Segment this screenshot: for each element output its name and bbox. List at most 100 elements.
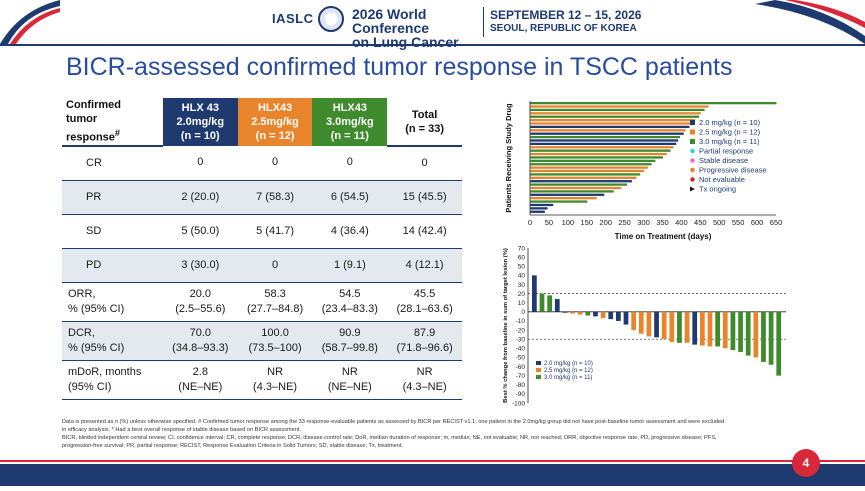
cell-ci: (4.3–NE)	[253, 380, 298, 393]
swimmer-x-tick: 150	[581, 218, 594, 227]
waterfall-bar	[730, 311, 736, 351]
swimmer-bar	[530, 180, 632, 183]
legend-label: 3.0 mg/kg (n = 11)	[699, 137, 760, 146]
swimmer-x-tick: 0	[528, 218, 532, 227]
waterfall-y-tick: 30	[518, 282, 526, 289]
swimmer-x-tick: 400	[675, 218, 688, 227]
swimmer-x-tick: 550	[732, 218, 745, 227]
header-line: 3.0mg/kg	[325, 116, 374, 128]
waterfall-bar	[539, 293, 545, 312]
legend-label: 2.5 mg/kg (n = 12)	[699, 128, 761, 137]
waterfall-bar	[646, 311, 652, 337]
waterfall-bar	[623, 311, 629, 325]
waterfall-bar	[745, 311, 751, 356]
row-label: ORR, % (95% CI)	[62, 282, 163, 322]
swimmer-x-label: Time on Treatment (days)	[615, 232, 712, 241]
row-label: mDoR, months (95% CI)	[62, 360, 163, 400]
waterfall-bar	[753, 311, 759, 358]
header-line: 2.5mg/kg	[251, 116, 299, 128]
table-row: CR 0 0 0 0	[62, 146, 462, 181]
swimmer-bar	[530, 149, 671, 152]
table-cell: 5 (50.0)	[162, 214, 238, 249]
footer-pattern	[0, 460, 865, 486]
legend-label: 2.0 mg/kg (n = 10)	[699, 118, 761, 127]
waterfall-bar	[761, 311, 766, 362]
legend-marker	[690, 177, 695, 182]
waterfall-bar	[585, 311, 591, 316]
swimmer-bar	[530, 163, 652, 166]
swimmer-bar	[530, 169, 645, 173]
waterfall-y-tick: 10	[518, 300, 526, 307]
table-cell: 7 (58.3)	[237, 180, 313, 215]
header-dose-2-5: HLX43 2.5mg/kg (n = 12)	[237, 98, 313, 146]
table-cell: 70.0 (34.8–93.3)	[162, 321, 238, 361]
waterfall-y-label: Best % change from baseline in sum of ta…	[503, 248, 509, 403]
row-label: DCR, % (95% CI)	[62, 321, 163, 361]
swimmer-x-tick: 350	[656, 218, 669, 227]
table-cell: 14 (42.4)	[387, 214, 462, 249]
waterfall-y-tick: -60	[516, 364, 526, 371]
table-cell: 54.5 (23.4–83.3)	[312, 282, 388, 322]
cell-value: 4 (12.1)	[405, 258, 444, 271]
table-cell: 15 (45.5)	[387, 180, 462, 215]
waterfall-bar	[608, 311, 614, 320]
waterfall-bar	[722, 311, 728, 349]
swimmer-bar	[530, 135, 680, 139]
legend-label: Tx ongoing	[699, 185, 736, 194]
swimmer-bar	[530, 152, 667, 156]
swimmer-bar	[530, 207, 548, 210]
waterfall-y-tick: 20	[518, 291, 526, 298]
legend-marker	[690, 158, 695, 163]
swimmer-bar	[530, 129, 686, 132]
legend-swatch	[690, 129, 695, 135]
cell-value: 90.9	[339, 326, 361, 339]
waterfall-y-tick: -30	[516, 336, 526, 343]
cell-value: 100.0	[261, 326, 289, 339]
cell-value: 4 (36.4)	[330, 224, 369, 237]
footnotes: Data is presented as n (%) unless otherw…	[62, 418, 842, 450]
waterfall-bar	[715, 311, 721, 347]
cell-ci: (NE–NE)	[178, 380, 223, 393]
table-cell: 0	[237, 248, 313, 283]
waterfall-y-tick: 50	[518, 264, 526, 271]
slide-title: BICR-assessed confirmed tumor response i…	[66, 53, 733, 81]
row-label: PR	[62, 180, 163, 215]
table-cell: 20.0 (2.5–55.6)	[162, 282, 238, 322]
swimmer-plot: 0 50 100 150 200 250 300 350 400 450 500 550 600 650 T…	[504, 101, 782, 241]
conference-header: IASLC 2026 World Conference on Lung Canc…	[0, 0, 865, 49]
cell-value: 70.0	[189, 326, 212, 339]
swimmer-bar	[530, 118, 696, 122]
legend-label: 3.0 mg/kg (n = 11)	[544, 375, 592, 381]
row-label-line: PD	[86, 258, 102, 271]
cell-value: NR	[341, 365, 358, 378]
swimmer-bar	[530, 112, 701, 115]
cell-value: 5 (50.0)	[181, 224, 220, 237]
table-cell: 58.3 (27.7–84.8)	[237, 282, 313, 322]
cell-value: 58.3	[264, 287, 286, 300]
table-row: DCR, % (95% CI) 70.0 (34.8–93.3) 100.0 (73.5–…	[62, 321, 462, 361]
cell-value: 45.5	[413, 287, 436, 300]
header-dose-3-0: HLX43 3.0mg/kg (n = 11)	[312, 98, 388, 146]
waterfall-y-tick: -50	[516, 355, 526, 362]
cell-value: NR	[267, 365, 284, 378]
swimmer-bar	[530, 176, 637, 179]
cell-value: 1 (9.1)	[333, 258, 366, 271]
cell-ci: (NE–NE)	[327, 380, 372, 393]
waterfall-bar	[554, 299, 560, 312]
cell-ci: (27.7–84.8)	[246, 302, 304, 315]
tumor-response-table: Confirmed tumor response# HLX 43 2.0mg/k…	[62, 98, 462, 400]
cell-value: 3 (30.0)	[181, 258, 220, 271]
header-line: HLX43	[257, 102, 293, 114]
table-cell: 2 (20.0)	[162, 180, 238, 215]
header-divider	[483, 7, 484, 37]
waterfall-y-tick: 40	[518, 273, 526, 280]
swimmer-bar	[530, 193, 605, 196]
cell-ci: (71.8–96.6)	[396, 341, 453, 354]
iaslc-logo: IASLC	[272, 11, 314, 26]
header-total: Total (n = 33)	[387, 98, 462, 147]
row-label-line: DCR,	[68, 326, 95, 339]
cell-ci: (73.5–100)	[248, 341, 302, 354]
row-label-line: PR	[86, 190, 102, 203]
table-cell: 0	[162, 146, 238, 181]
swimmer-bar	[530, 210, 545, 213]
